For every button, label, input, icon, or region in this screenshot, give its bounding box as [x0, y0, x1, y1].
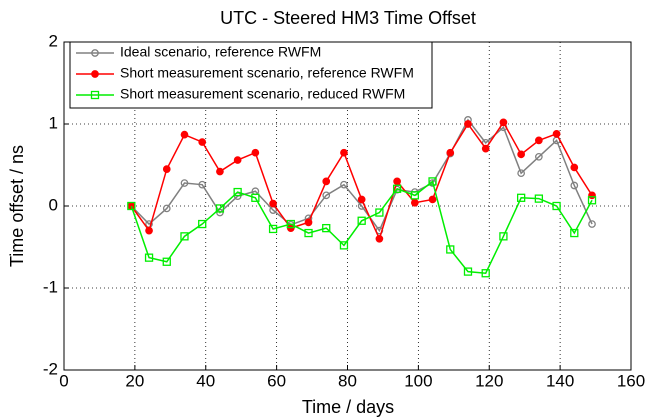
data-point: [233, 187, 242, 197]
x-tick-label: 120: [475, 371, 503, 390]
data-point: [162, 165, 171, 173]
y-tick-label: 2: [49, 31, 58, 50]
x-tick-label: 140: [546, 371, 574, 390]
data-point: [375, 208, 384, 217]
data-point: [410, 191, 419, 200]
data-point: [180, 130, 189, 139]
data-point: [481, 144, 490, 153]
y-tick-label: -1: [43, 277, 58, 296]
data-point: [428, 177, 437, 186]
data-point: [428, 195, 437, 204]
data-point: [516, 193, 526, 202]
data-point: [446, 245, 455, 254]
data-point: [340, 180, 348, 189]
legend: Ideal scenario, reference RWFM Short meas…: [69, 41, 433, 109]
x-tick-label: 0: [59, 371, 68, 390]
data-point: [393, 177, 401, 186]
data-point: [517, 169, 525, 178]
data-point: [570, 181, 579, 190]
legend-label: Ideal scenario, reference RWFM: [120, 44, 321, 60]
data-point: [534, 194, 544, 203]
series-line: [130, 118, 593, 233]
data-point: [233, 156, 242, 164]
data-point: [198, 138, 207, 146]
data-point: [322, 191, 331, 200]
data-point: [162, 257, 171, 266]
data-point: [570, 163, 579, 172]
x-tick-label: 100: [404, 371, 432, 390]
data-point: [215, 204, 225, 213]
data-point: [570, 228, 579, 238]
data-point: [251, 193, 260, 202]
data-point: [552, 129, 561, 138]
data-point: [499, 232, 508, 241]
data-point: [251, 148, 260, 157]
x-tick-label: 20: [125, 371, 144, 390]
data-point: [410, 198, 419, 207]
data-point: [340, 148, 348, 157]
x-tick-label: 160: [617, 371, 645, 390]
legend-marker: [90, 90, 100, 100]
y-tick-label: 1: [49, 113, 58, 132]
data-point: [588, 191, 596, 200]
legend-marker: [91, 70, 99, 78]
data-point: [144, 253, 154, 262]
data-point: [499, 118, 508, 127]
data-point: [535, 136, 543, 145]
series-line: [130, 180, 593, 275]
data-point: [304, 228, 313, 238]
data-point: [286, 219, 295, 229]
data-point: [269, 199, 277, 208]
data-point: [588, 220, 596, 228]
x-tick-label: 40: [196, 371, 215, 390]
data-point: [145, 226, 153, 235]
chart-title: UTC - Steered HM3 Time Offset: [220, 8, 476, 28]
y-tick-label: 0: [49, 195, 58, 214]
data-point: [322, 177, 331, 186]
data-point: [481, 269, 490, 278]
x-tick-label: 60: [267, 371, 286, 390]
data-point: [392, 184, 402, 193]
legend-label: Short measurement scenario, reference RW…: [120, 65, 414, 81]
data-point: [339, 241, 349, 250]
data-point: [216, 167, 224, 176]
x-tick-label: 80: [338, 371, 357, 390]
data-point: [198, 180, 207, 189]
data-point: [375, 234, 384, 243]
data-point: [464, 120, 472, 128]
data-point: [304, 218, 313, 227]
data-point: [180, 179, 189, 187]
y-axis-label: Time offset / ns: [7, 145, 27, 267]
data-point: [535, 152, 543, 161]
data-point: [127, 201, 136, 211]
legend-label: Short measurement scenario, reduced RWFM: [120, 86, 405, 102]
data-point: [357, 216, 366, 225]
data-point: [463, 267, 473, 276]
data-point: [446, 148, 455, 157]
data-point: [322, 223, 331, 233]
legend-box: [69, 41, 433, 109]
data-point: [357, 195, 366, 204]
data-point: [162, 204, 171, 213]
data-point: [517, 150, 525, 159]
y-tick-label: -2: [43, 359, 58, 378]
data-point: [552, 201, 561, 211]
data-point: [198, 219, 207, 229]
data-point: [268, 224, 278, 234]
data-point: [587, 196, 597, 205]
legend-marker: [91, 49, 99, 57]
x-axis-label: Time / days: [302, 397, 394, 417]
data-point: [180, 232, 189, 241]
